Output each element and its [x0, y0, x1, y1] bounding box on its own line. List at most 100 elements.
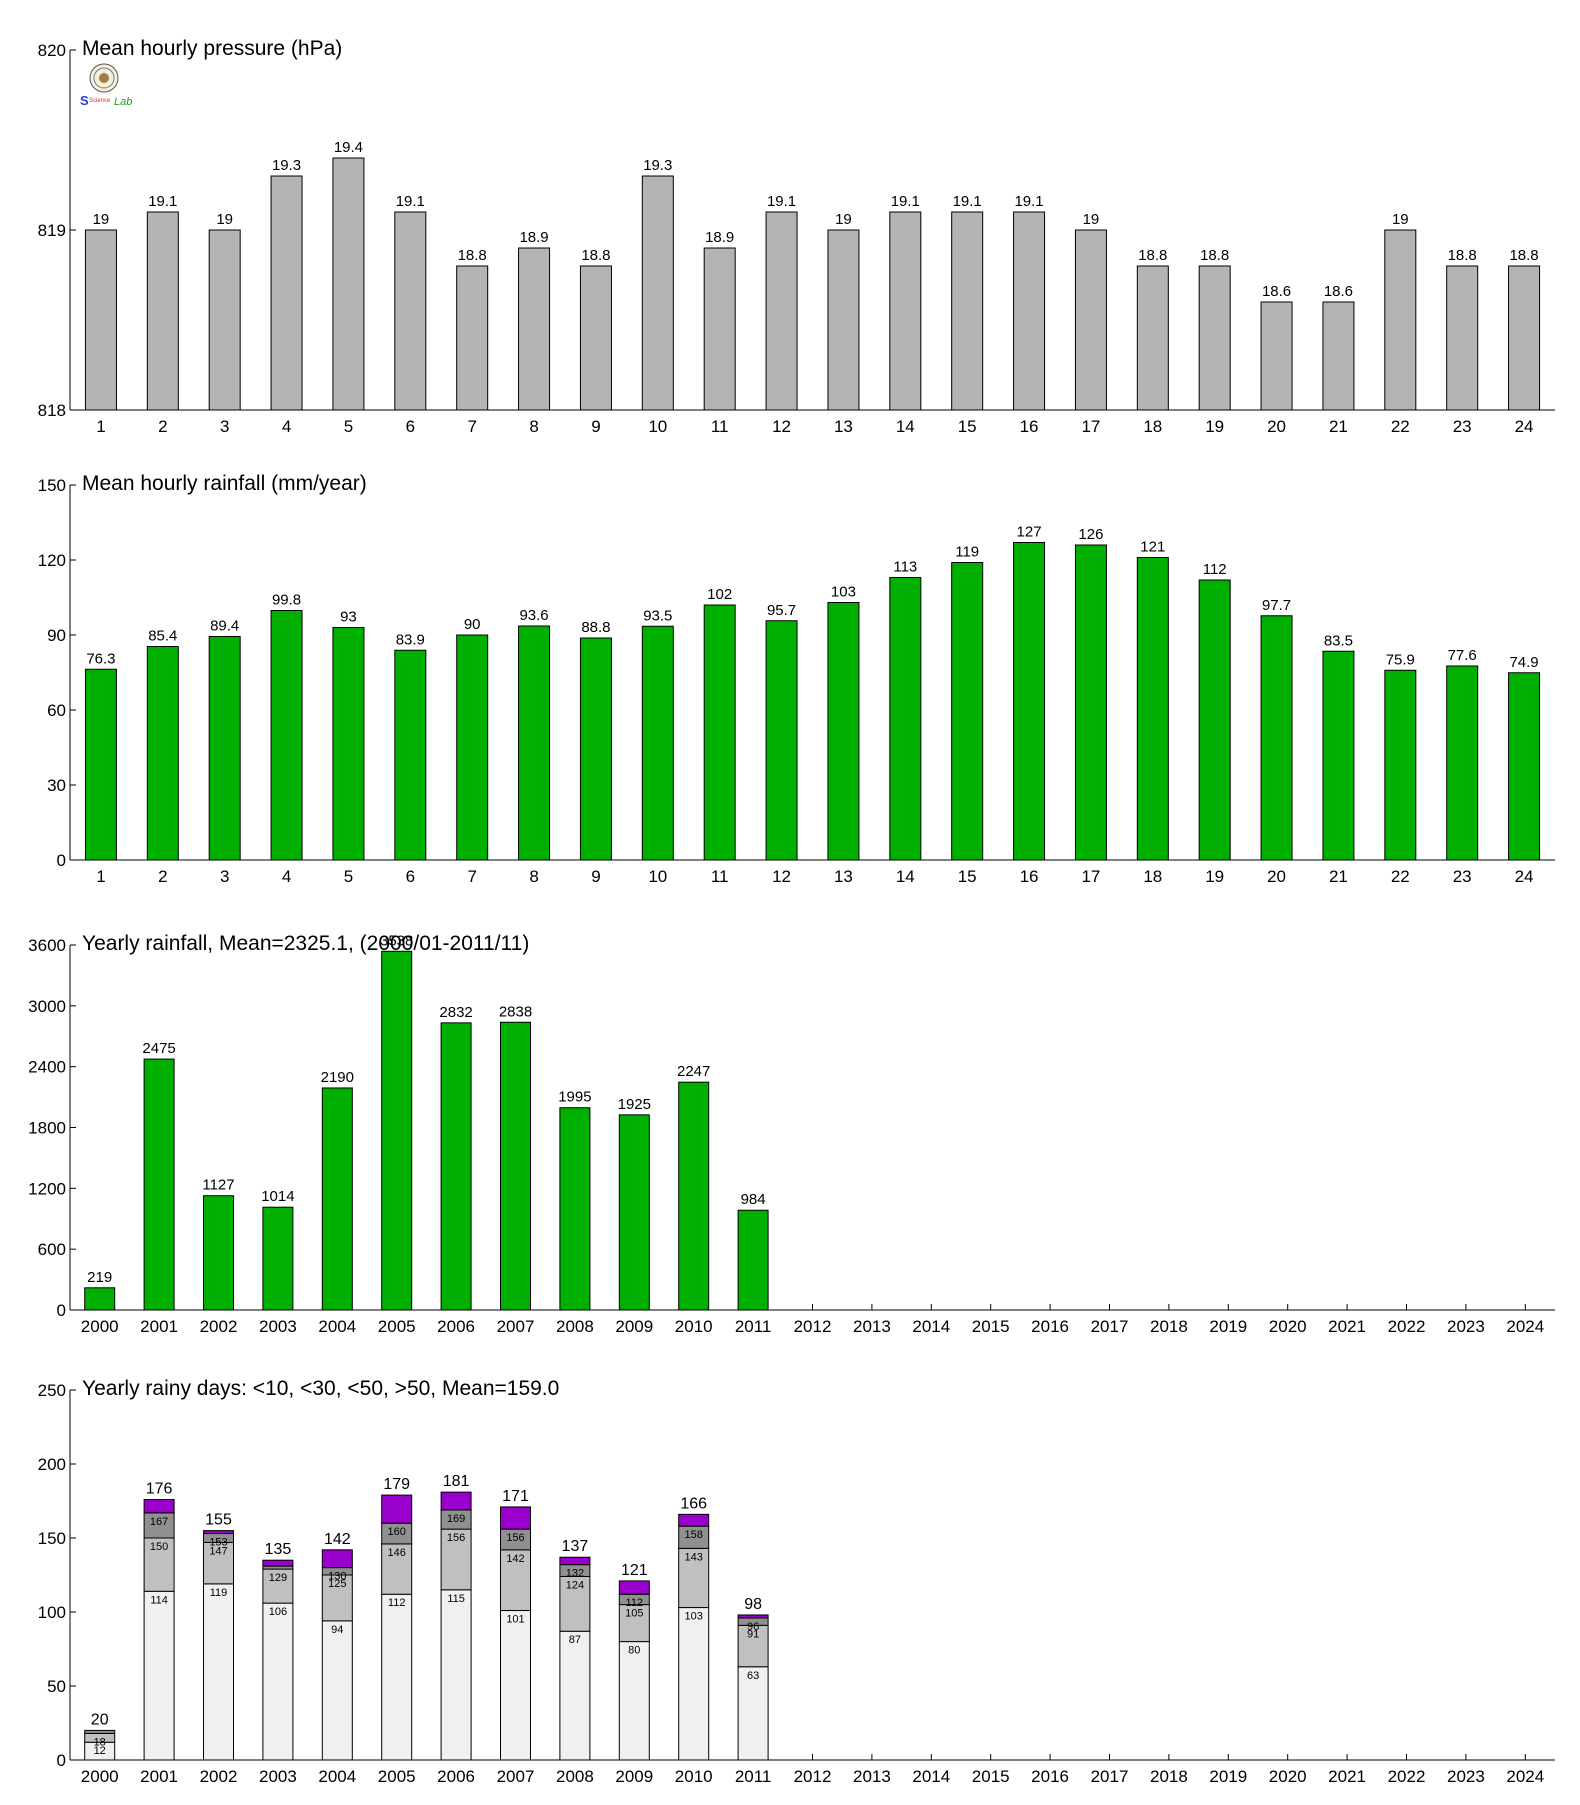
bar-value-label: 18.8	[581, 247, 610, 264]
bar-segment-label: 12	[94, 1745, 106, 1757]
bar-value-label: 19	[1392, 211, 1409, 228]
x-tick-label: 23	[1453, 867, 1472, 886]
x-tick-label: 2015	[972, 1767, 1010, 1786]
x-tick-label: 6	[406, 417, 415, 436]
bar	[827, 229, 860, 411]
bar	[951, 562, 984, 861]
bar	[394, 649, 427, 861]
x-tick-label: 19	[1205, 417, 1224, 436]
bar-segment	[143, 1537, 175, 1592]
x-tick-label: 16	[1020, 417, 1039, 436]
x-tick-label: 2018	[1150, 1767, 1188, 1786]
bar-value-label: 1014	[261, 1188, 294, 1205]
x-tick-label: 10	[648, 867, 667, 886]
bar	[1384, 669, 1417, 861]
x-tick-label: 1	[96, 867, 105, 886]
x-tick-label: 2007	[497, 1767, 535, 1786]
x-tick-label: 2024	[1506, 1317, 1544, 1336]
bar	[84, 229, 117, 411]
x-tick-label: 2013	[853, 1317, 891, 1336]
bar-value-label: 126	[1078, 526, 1103, 543]
x-tick-label: 2020	[1269, 1767, 1307, 1786]
x-tick-label: 12	[772, 417, 791, 436]
bar	[440, 1022, 472, 1311]
bar-segment	[143, 1590, 175, 1761]
bar-value-label: 102	[707, 586, 732, 603]
bar-value-label: 19	[835, 211, 852, 228]
bar-segment-label: 160	[388, 1526, 406, 1538]
bar-segment	[84, 1729, 116, 1734]
bar	[321, 1087, 353, 1311]
x-tick-label: 1	[96, 417, 105, 436]
bar-value-label: 19.3	[272, 157, 301, 174]
x-tick-label: 12	[772, 867, 791, 886]
bar-segment-label: 115	[447, 1593, 465, 1605]
bar-segment-label: 112	[626, 1597, 644, 1609]
x-tick-label: 2016	[1031, 1767, 1069, 1786]
bar-value-label: 2190	[321, 1069, 354, 1086]
bar-segment-label: 94	[331, 1624, 343, 1636]
y-tick-label: 1800	[28, 1119, 66, 1138]
bar	[208, 229, 241, 411]
bar	[703, 604, 736, 861]
bar-segment-label: 124	[566, 1579, 584, 1591]
bar-value-label: 83.5	[1324, 632, 1353, 649]
y-tick-label: 60	[47, 701, 66, 720]
bar-value-label: 95.7	[767, 602, 796, 619]
bar	[1136, 265, 1169, 411]
x-tick-label: 9	[591, 417, 600, 436]
bar-value-label: 2832	[439, 1004, 472, 1021]
x-tick-label: 2022	[1388, 1317, 1426, 1336]
bar-segment	[262, 1602, 294, 1761]
y-tick-label: 0	[57, 1301, 66, 1320]
bar-total-label: 121	[621, 1562, 648, 1579]
x-tick-label: 18	[1143, 417, 1162, 436]
bar-value-label: 18.6	[1324, 283, 1353, 300]
bar-value-label: 19	[216, 211, 233, 228]
bar-value-label: 19.3	[643, 157, 672, 174]
bar	[500, 1021, 531, 1311]
bar	[203, 1195, 234, 1311]
bar-segment	[618, 1580, 650, 1595]
bar	[381, 950, 413, 1311]
y-tick-label: 100	[38, 1603, 66, 1622]
bar-value-label: 19.1	[396, 193, 425, 210]
x-tick-label: 2014	[912, 1317, 950, 1336]
bar-segment-label: 153	[209, 1537, 227, 1549]
bar-total-label: 20	[91, 1711, 109, 1728]
bar-segment	[500, 1506, 531, 1530]
bar	[951, 211, 984, 411]
bar-segment-label: 112	[388, 1597, 406, 1609]
bar-segment-label: 80	[628, 1645, 640, 1657]
bar	[1136, 557, 1169, 861]
x-tick-label: 2002	[200, 1767, 238, 1786]
x-tick-label: 8	[529, 867, 538, 886]
x-tick-label: 10	[648, 417, 667, 436]
bar-segment	[500, 1610, 531, 1761]
logo-text-s: S	[80, 93, 89, 108]
bar	[827, 602, 860, 861]
bar-segment	[321, 1620, 353, 1761]
bar	[518, 625, 551, 861]
bar	[579, 637, 612, 861]
bar-total-label: 166	[680, 1495, 707, 1512]
bar-segment-label: 143	[685, 1551, 703, 1563]
bar	[270, 610, 303, 861]
bar-segment	[559, 1556, 591, 1566]
bar	[737, 1209, 769, 1311]
bar	[559, 1107, 591, 1311]
bar-total-label: 98	[744, 1596, 762, 1613]
bar	[1013, 211, 1046, 411]
bar-segment-label: 132	[566, 1568, 584, 1580]
bar	[678, 1081, 710, 1311]
logo-text-science: Science	[89, 98, 111, 104]
bar-segment-label: 63	[747, 1670, 759, 1682]
bar	[889, 211, 922, 411]
bar-value-label: 74.9	[1509, 654, 1538, 671]
x-tick-label: 2005	[378, 1317, 416, 1336]
bar	[1013, 542, 1046, 861]
bar-segment	[203, 1541, 234, 1585]
bar	[146, 646, 179, 861]
x-tick-label: 2015	[972, 1317, 1010, 1336]
x-tick-label: 9	[591, 867, 600, 886]
